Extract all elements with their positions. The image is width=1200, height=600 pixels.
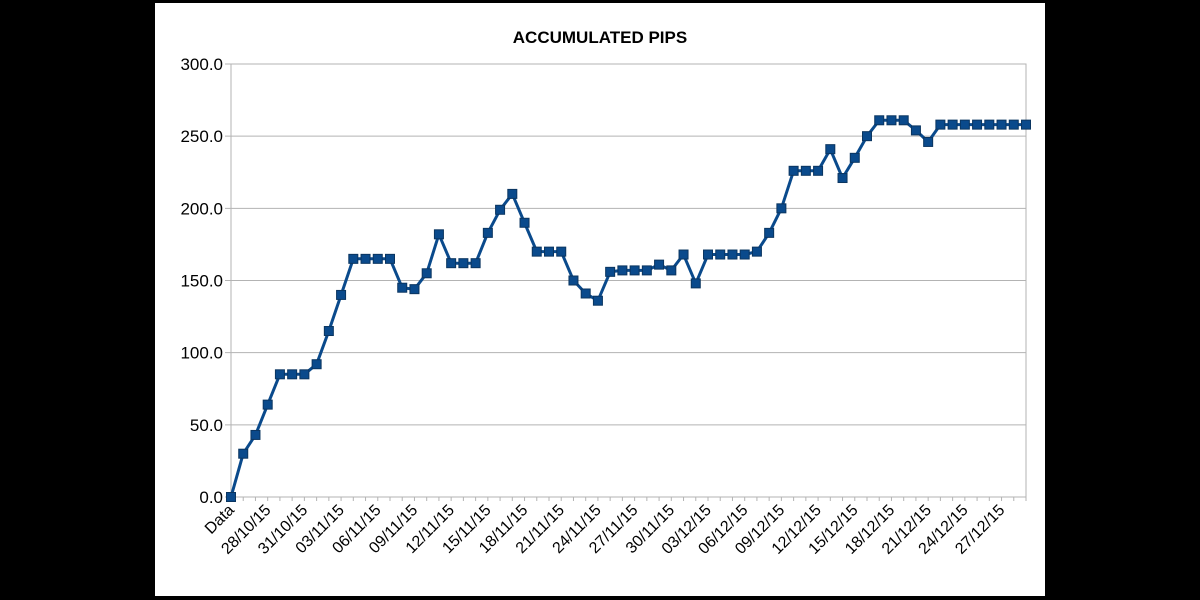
data-point [226, 492, 236, 502]
data-point [580, 288, 591, 299]
data-point [336, 289, 347, 300]
chart-panel: ACCUMULATED PIPS 0.0 50.0 100.0 150.0 200.0 2… [155, 3, 1045, 596]
data-point [959, 119, 970, 130]
y-tick-label: 200.0 [180, 199, 223, 218]
data-point [274, 369, 285, 380]
data-point [605, 266, 616, 277]
data-point [654, 259, 665, 270]
data-point [813, 165, 824, 176]
data-point [458, 258, 469, 269]
y-tick-label: 0.0 [199, 488, 223, 507]
data-point [690, 278, 701, 289]
data-point [849, 152, 860, 163]
data-point [238, 448, 249, 459]
data-point [641, 265, 652, 276]
data-point [397, 282, 408, 293]
series-layer [226, 115, 1031, 502]
data-point [385, 253, 395, 264]
data-point [556, 246, 567, 257]
data-point [433, 229, 444, 240]
data-point [250, 429, 261, 440]
data-point [886, 115, 897, 126]
line-chart: ACCUMULATED PIPS 0.0 50.0 100.0 150.0 200.0 2… [180, 28, 1031, 558]
data-point [592, 295, 603, 306]
data-point [910, 125, 921, 136]
data-point [862, 131, 872, 142]
data-point [617, 265, 628, 276]
data-point [972, 119, 983, 130]
data-point [495, 204, 506, 215]
data-point [421, 268, 432, 279]
data-point [825, 144, 836, 155]
data-point [935, 119, 946, 130]
data-point [262, 399, 273, 410]
data-point [739, 249, 750, 260]
data-point [348, 253, 359, 264]
data-point [299, 369, 310, 380]
data-point [409, 284, 420, 295]
data-point [360, 253, 371, 264]
data-point [727, 249, 738, 260]
data-point [923, 136, 934, 147]
data-point [678, 249, 689, 260]
data-point [311, 359, 322, 370]
data-point [470, 258, 481, 269]
data-point [874, 115, 885, 126]
data-point [715, 249, 726, 260]
chart-title: ACCUMULATED PIPS [513, 28, 687, 47]
data-point [482, 227, 493, 238]
grid-lines [225, 63, 1027, 498]
data-point [996, 119, 1007, 130]
data-point [800, 165, 811, 176]
x-axis: Data28/10/1531/10/1503/11/1506/11/1509/1… [202, 497, 1027, 558]
data-point [898, 115, 909, 126]
data-point [947, 119, 958, 130]
data-point [1021, 119, 1031, 130]
data-point [519, 217, 530, 228]
data-point [764, 227, 775, 238]
data-point [372, 253, 383, 264]
y-tick-label: 300.0 [180, 55, 223, 74]
data-point [751, 246, 762, 257]
data-point [568, 275, 579, 286]
data-point [323, 326, 334, 337]
data-point [507, 188, 518, 199]
data-point [788, 165, 799, 176]
data-point [984, 119, 995, 130]
y-axis: 0.0 50.0 100.0 150.0 200.0 250.0 300.0 [180, 55, 223, 507]
data-point [629, 265, 640, 276]
data-point [666, 265, 677, 276]
data-point [1008, 119, 1019, 130]
data-point [287, 369, 298, 380]
data-point [446, 258, 457, 269]
data-point [531, 246, 542, 257]
y-tick-label: 250.0 [180, 127, 223, 146]
series-line [229, 118, 1026, 498]
y-tick-label: 100.0 [180, 344, 223, 363]
data-point [776, 203, 787, 214]
y-tick-label: 50.0 [190, 416, 223, 435]
data-point [703, 249, 713, 260]
data-point [544, 246, 554, 257]
data-point [837, 173, 848, 184]
y-tick-label: 150.0 [180, 272, 223, 291]
